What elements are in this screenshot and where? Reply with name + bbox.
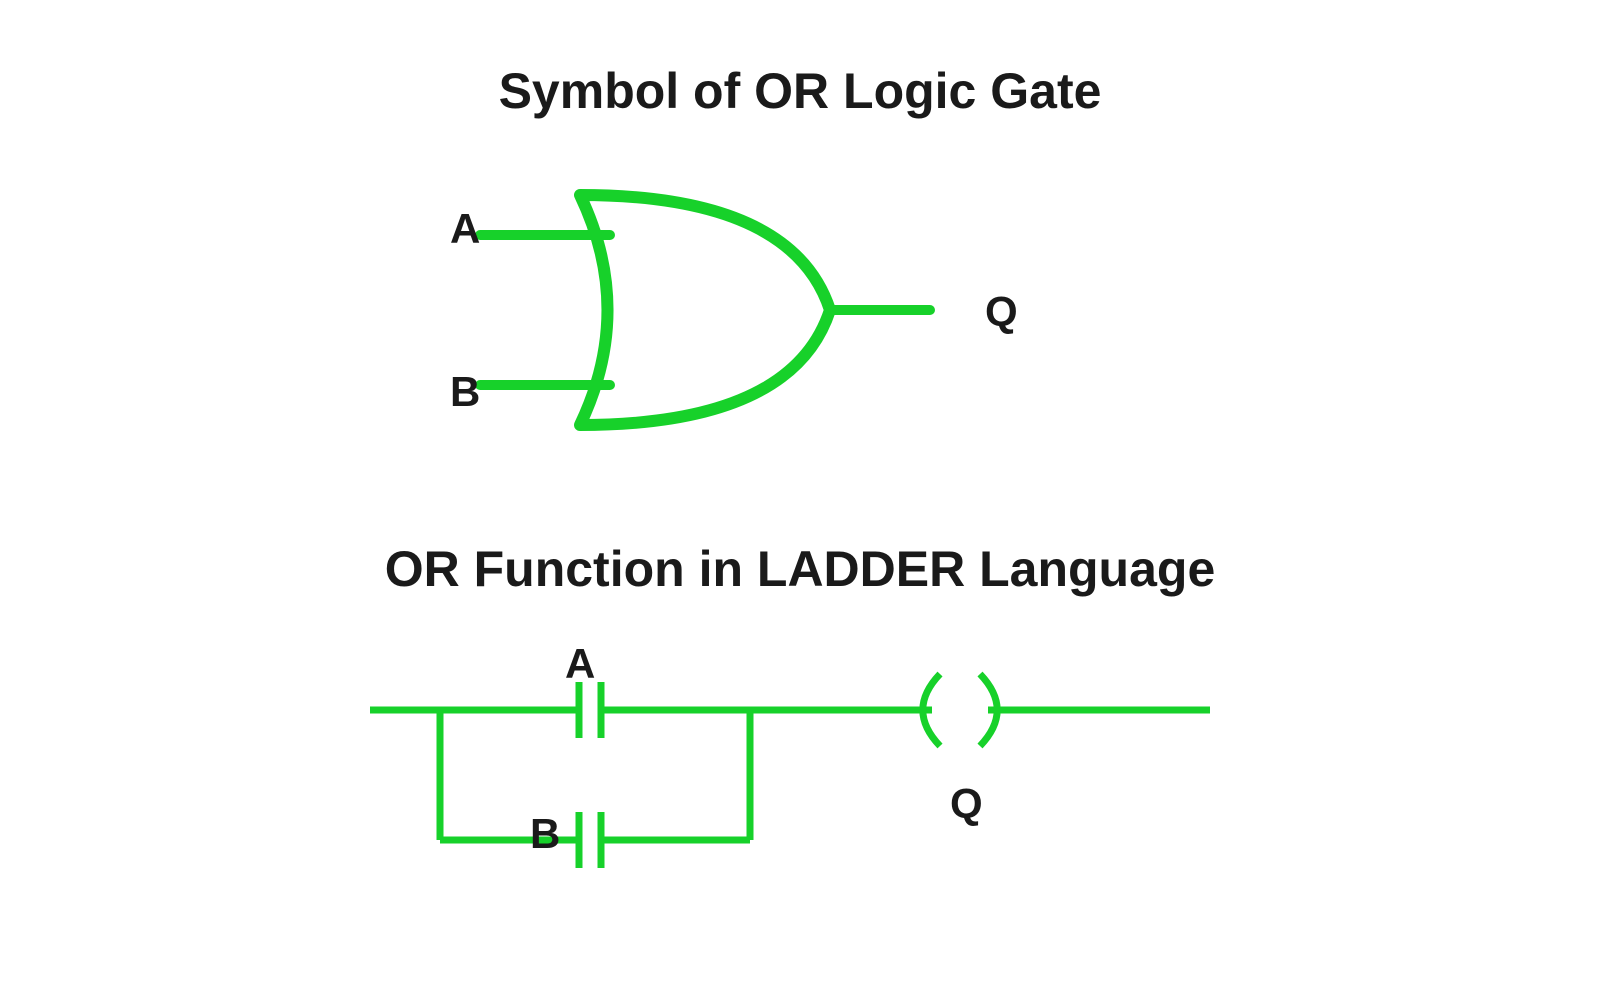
gate-output-q-label: Q [985, 288, 1018, 336]
gate-input-b-label: B [450, 368, 480, 416]
ladder-contact-a-label: A [565, 640, 595, 688]
title-ladder: OR Function in LADDER Language [0, 540, 1600, 598]
diagram-canvas: Symbol of OR Logic Gate A B Q OR Functio… [0, 0, 1600, 1000]
title-or-gate: Symbol of OR Logic Gate [0, 62, 1600, 120]
gate-input-a-label: A [450, 205, 480, 253]
or-gate-symbol [430, 180, 1050, 450]
ladder-coil-q-label: Q [950, 780, 983, 828]
ladder-diagram [340, 630, 1240, 900]
or-gate-body [580, 195, 830, 425]
ladder-contact-b-label: B [530, 810, 560, 858]
